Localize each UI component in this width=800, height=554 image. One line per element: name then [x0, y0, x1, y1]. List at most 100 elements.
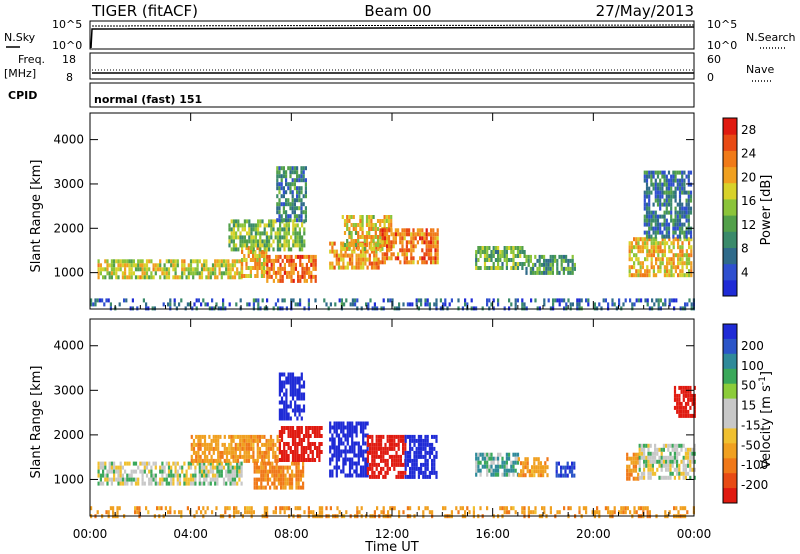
heatmap-cell	[280, 473, 283, 478]
heatmap-cell	[516, 254, 520, 258]
heatmap-cell	[405, 252, 408, 257]
heatmap-cell	[235, 223, 238, 228]
heatmap-cell	[428, 446, 431, 451]
heatmap-cell	[632, 468, 635, 473]
heatmap-cell	[192, 446, 196, 451]
heatmap-cell	[263, 270, 266, 274]
heatmap-cell	[282, 186, 285, 191]
cpid-label: CPID	[8, 89, 37, 102]
heatmap-cell	[276, 454, 279, 459]
heatmap-cell	[331, 265, 334, 270]
heatmap-cell	[395, 434, 398, 439]
heatmap-cell	[685, 206, 688, 211]
heatmap-cell	[268, 239, 271, 244]
heatmap-cell	[368, 235, 371, 239]
heatmap-cell	[110, 263, 113, 268]
heatmap-cell	[320, 442, 323, 446]
heatmap-cell	[682, 455, 685, 460]
heatmap-cell	[255, 465, 258, 470]
heatmap-cell	[415, 298, 418, 303]
heatmap-cell	[119, 267, 122, 272]
heatmap-cell	[109, 306, 112, 311]
heatmap-cell	[224, 306, 227, 311]
heatmap-cell	[240, 461, 243, 466]
heatmap-cell	[658, 459, 661, 464]
heatmap-cell	[285, 239, 288, 244]
heatmap-cell	[225, 259, 228, 264]
heatmap-cell	[433, 458, 436, 463]
heatmap-cell	[492, 468, 495, 473]
heatmap-cell	[387, 235, 391, 239]
heatmap-cell	[593, 302, 596, 307]
heatmap-cell	[674, 186, 677, 191]
heatmap-cell	[444, 302, 447, 307]
heatmap-cell	[300, 198, 303, 203]
heatmap-cell	[687, 198, 690, 203]
heatmap-cell	[289, 170, 292, 175]
heatmap-cell	[527, 262, 530, 267]
heatmap-cell	[403, 228, 406, 233]
heatmap-cell	[281, 258, 284, 263]
heatmap-cell	[665, 226, 668, 231]
heatmap-cell	[268, 223, 271, 228]
heatmap-cell	[676, 210, 679, 215]
heatmap-cell	[298, 430, 301, 434]
heatmap-cell	[370, 215, 373, 219]
heatmap-cell	[514, 452, 517, 457]
heatmap-cell	[379, 219, 382, 223]
heatmap-cell	[106, 267, 109, 272]
heatmap-cell	[121, 477, 124, 482]
heatmap-cell	[490, 456, 493, 461]
heatmap-cell	[194, 465, 197, 470]
heatmap-cell	[189, 302, 192, 307]
heatmap-cell	[285, 231, 288, 236]
heatmap-cell	[298, 198, 301, 203]
heatmap-cell	[280, 194, 283, 199]
heatmap-cell	[126, 275, 129, 280]
heatmap-cell	[388, 248, 391, 253]
heatmap-cell	[646, 298, 649, 303]
heatmap-cell	[249, 274, 252, 278]
heatmap-cell	[316, 430, 319, 434]
heatmap-cell	[181, 469, 184, 474]
heatmap-cell	[359, 421, 363, 426]
heatmap-cell	[294, 392, 297, 397]
heatmap-cell	[492, 254, 495, 258]
heatmap-cell	[682, 409, 685, 414]
heatmap-cell	[287, 458, 290, 462]
heatmap-cell	[203, 477, 206, 482]
heatmap-cell	[428, 510, 431, 515]
heatmap-cell	[551, 270, 554, 275]
heatmap-cell	[466, 506, 469, 511]
heatmap-cell	[233, 263, 237, 268]
heatmap-cell	[399, 240, 402, 245]
heatmap-cell	[110, 461, 113, 466]
heatmap-cell	[254, 235, 257, 240]
heatmap-cell	[106, 259, 109, 264]
heatmap-cell	[280, 214, 283, 219]
heatmap-cell	[628, 269, 631, 274]
heatmap-cell	[134, 510, 137, 515]
heatmap-cell	[444, 506, 447, 511]
heatmap-cell	[365, 219, 369, 223]
heatmap-cell	[390, 247, 393, 251]
heatmap-cell	[229, 481, 232, 486]
heatmap-cell	[296, 408, 299, 413]
heatmap-cell	[117, 263, 120, 268]
heatmap-cell	[236, 442, 240, 447]
heatmap-cell	[362, 429, 365, 434]
heatmap-cell	[654, 190, 657, 195]
heatmap-cell	[300, 372, 303, 377]
heatmap-cell	[390, 244, 393, 249]
heatmap-cell	[368, 241, 371, 246]
heatmap-cell	[250, 454, 253, 459]
heatmap-cell	[501, 506, 504, 511]
heatmap-cell	[145, 263, 149, 268]
heatmap-cell	[436, 260, 439, 265]
heatmap-cell	[232, 450, 235, 455]
heatmap-cell	[654, 230, 657, 235]
heatmap-cell	[537, 473, 540, 478]
heatmap-cell	[94, 302, 97, 307]
nsky-trace	[90, 26, 695, 49]
heatmap-cell	[558, 270, 561, 275]
